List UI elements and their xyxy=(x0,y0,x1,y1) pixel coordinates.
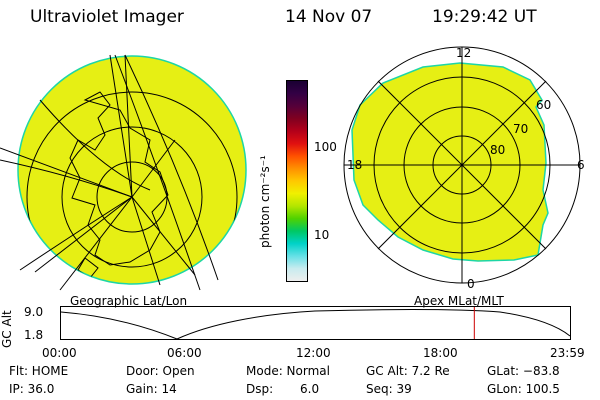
strip-ylabel: GC Alt xyxy=(0,310,14,348)
left-panel-caption: Geographic Lat/Lon xyxy=(70,294,188,308)
mlat-label-70: 70 xyxy=(513,122,529,136)
date-label: 14 Nov 07 xyxy=(285,7,373,27)
instrument-title: Ultraviolet Imager xyxy=(30,7,184,27)
altitude-strip-plot xyxy=(60,306,571,340)
status-dsp-label: Dsp: xyxy=(246,382,274,396)
status-glat: GLat: −83.8 xyxy=(487,364,560,378)
status-glon: GLon: 100.5 xyxy=(487,382,560,396)
uv-image-disk xyxy=(17,55,247,285)
antarctica-coastline xyxy=(69,91,169,266)
mlt-label-6: 6 xyxy=(577,158,585,172)
altitude-curve xyxy=(60,309,571,340)
strip-xtick-1200: 12:00 xyxy=(296,346,331,360)
geographic-grid xyxy=(0,54,238,291)
time-label: 19:29:42 UT xyxy=(432,7,537,27)
colorbar xyxy=(286,80,308,282)
strip-ytick-low: 1.8 xyxy=(24,328,44,342)
colorbar-unit-label: photon cm⁻²s⁻¹ xyxy=(258,155,272,248)
strip-frame xyxy=(60,306,571,340)
mlt-label-0: 0 xyxy=(467,277,475,291)
strip-xtick-2359: 23:59 xyxy=(550,346,585,360)
strip-xtick-0600: 06:00 xyxy=(167,346,202,360)
uv-image-swath xyxy=(351,62,549,262)
status-gain: Gain: 14 xyxy=(126,382,177,396)
colorbar-gradient xyxy=(287,81,307,281)
colorbar-tick-100: 100 xyxy=(314,140,337,154)
status-gcalt: GC Alt: 7.2 Re xyxy=(366,364,450,378)
colorbar-tick-10: 10 xyxy=(314,228,330,242)
status-dsp-value: 6.0 xyxy=(300,382,320,396)
mlt-label-18: 18 xyxy=(347,158,363,172)
status-seq: Seq: 39 xyxy=(366,382,412,396)
mlat-label-60: 60 xyxy=(536,98,552,112)
status-mode: Mode: Normal xyxy=(246,364,330,378)
mlat-label-80: 80 xyxy=(490,143,506,157)
geographic-image-panel xyxy=(0,54,247,291)
strip-ytick-high: 9.0 xyxy=(24,305,44,319)
magnetic-grid xyxy=(343,46,581,284)
right-panel-caption: Apex MLat/MLT xyxy=(414,294,504,308)
strip-xtick-1800: 18:00 xyxy=(423,346,458,360)
mlt-label-12: 12 xyxy=(456,46,472,60)
status-ip: IP: 36.0 xyxy=(9,382,55,396)
strip-xtick-0000: 00:00 xyxy=(42,346,77,360)
magnetic-image-panel xyxy=(343,46,581,284)
status-flt: Flt: HOME xyxy=(9,364,69,378)
status-door: Door: Open xyxy=(126,364,195,378)
